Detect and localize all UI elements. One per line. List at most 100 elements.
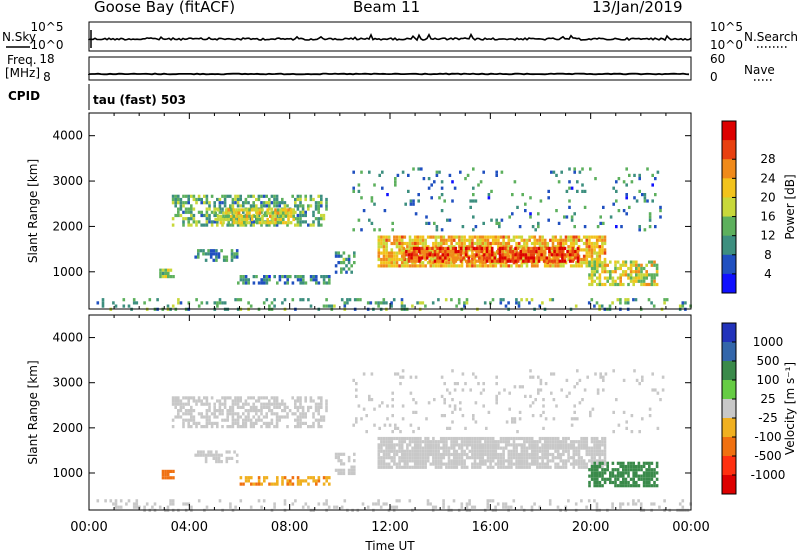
power-echo-cell — [450, 264, 453, 268]
velocity-echo-cell — [184, 396, 188, 400]
velocity-echo-cell — [593, 474, 596, 478]
power-echo-cell — [502, 235, 505, 239]
power-echo-cell — [203, 194, 206, 198]
velocity-echo-cell — [226, 418, 229, 422]
velocity-echo-cell — [437, 459, 440, 463]
velocity-echo-cell — [543, 436, 547, 441]
velocity-echo-cell — [473, 462, 477, 466]
power-echo-cell — [553, 253, 556, 257]
power-echo-cell — [596, 263, 599, 267]
power-echo-cell — [550, 170, 553, 174]
power-echo-cell — [418, 246, 421, 250]
velocity-echo-cell — [366, 505, 370, 509]
velocity-echo-cell — [299, 425, 302, 429]
power-echo-cell — [438, 246, 442, 250]
power-echo-cell — [205, 223, 209, 227]
power-echo-cell — [407, 256, 411, 260]
velocity-echo-cell — [556, 452, 560, 457]
power-echo-cell — [629, 279, 633, 283]
velocity-echo-cell — [632, 468, 635, 472]
power-echo-cell — [232, 208, 236, 212]
power-echo-cell — [256, 217, 259, 222]
power-echo-cell — [425, 221, 428, 225]
power-echo-cell — [528, 235, 531, 239]
power-echo-cell — [439, 254, 443, 258]
velocity-echo-cell — [499, 446, 503, 450]
power-echo-cell — [463, 251, 466, 255]
velocity-echo-cell — [408, 443, 412, 447]
velocity-echo-cell — [654, 388, 657, 392]
velocity-echo-cell — [325, 502, 328, 506]
power-echo-cell — [590, 251, 594, 255]
power-echo-cell — [413, 238, 417, 242]
power-echo-cell — [419, 264, 422, 268]
power-colorbar-segment — [722, 254, 736, 275]
power-echo-cell — [624, 270, 628, 274]
velocity-echo-cell — [247, 409, 250, 413]
power-echo-cell — [425, 246, 429, 250]
velocity-echo-cell — [624, 471, 628, 475]
velocity-echo-cell — [450, 462, 453, 466]
power-echo-cell — [498, 253, 502, 257]
power-echo-cell — [575, 238, 578, 242]
power-echo-cell — [187, 301, 191, 305]
velocity-echo-cell — [172, 476, 175, 480]
power-echo-cell — [593, 270, 596, 274]
power-echo-cell — [184, 210, 188, 214]
velocity-echo-cell — [543, 452, 547, 457]
power-echo-cell — [615, 189, 618, 193]
velocity-echo-cell — [231, 425, 235, 429]
power-echo-cell — [235, 255, 239, 259]
power-echo-cell — [488, 250, 491, 254]
power-echo-cell — [528, 238, 531, 242]
power-echo-cell — [625, 212, 628, 216]
velocity-echo-cell — [205, 396, 209, 400]
power-echo-cell — [450, 261, 453, 265]
power-echo-cell — [385, 235, 388, 239]
power-echo-cell — [296, 207, 300, 211]
power-echo-cell — [627, 276, 630, 280]
power-echo-cell — [243, 208, 246, 212]
velocity-echo-cell — [273, 482, 276, 486]
velocity-echo-cell — [507, 436, 511, 441]
velocity-echo-cell — [368, 398, 371, 402]
velocity-echo-cell — [221, 409, 224, 413]
power-echo-cell — [569, 235, 573, 239]
velocity-echo-cell — [382, 443, 386, 447]
velocity-colorbar-tick-label: -25 — [758, 411, 778, 425]
velocity-echo-cell — [554, 465, 557, 469]
velocity-echo-cell — [286, 425, 289, 429]
velocity-echo-cell — [307, 505, 310, 509]
velocity-echo-cell — [421, 456, 425, 460]
power-echo-cell — [555, 253, 559, 257]
velocity-echo-cell — [236, 418, 240, 422]
velocity-echo-cell — [169, 499, 172, 503]
velocity-echo-cell — [460, 505, 464, 509]
velocity-echo-cell — [513, 420, 517, 424]
power-echo-cell — [588, 254, 591, 258]
power-echo-cell — [457, 256, 460, 260]
velocity-echo-cell — [398, 459, 401, 463]
velocity-echo-cell — [205, 412, 209, 416]
velocity-echo-cell — [619, 484, 622, 488]
velocity-echo-cell — [317, 502, 321, 506]
power-echo-cell — [593, 304, 596, 308]
power-echo-cell — [642, 276, 646, 280]
power-echo-cell — [462, 256, 465, 260]
power-echo-cell — [270, 201, 274, 205]
power-echo-cell — [460, 238, 464, 242]
power-echo-cell — [590, 235, 594, 239]
velocity-echo-cell — [627, 484, 630, 488]
power-echo-cell — [390, 257, 394, 262]
power-echo-cell — [593, 251, 596, 255]
velocity-echo-cell — [395, 462, 399, 466]
velocity-echo-cell — [619, 480, 622, 485]
power-echo-cell — [398, 235, 401, 239]
power-echo-cell — [407, 250, 411, 254]
power-echo-cell — [452, 245, 456, 249]
velocity-echo-cell — [395, 449, 399, 453]
power-echo-cell — [377, 304, 380, 308]
power-echo-cell — [373, 202, 376, 206]
power-echo-cell — [340, 254, 343, 258]
power-echo-cell — [611, 276, 615, 280]
